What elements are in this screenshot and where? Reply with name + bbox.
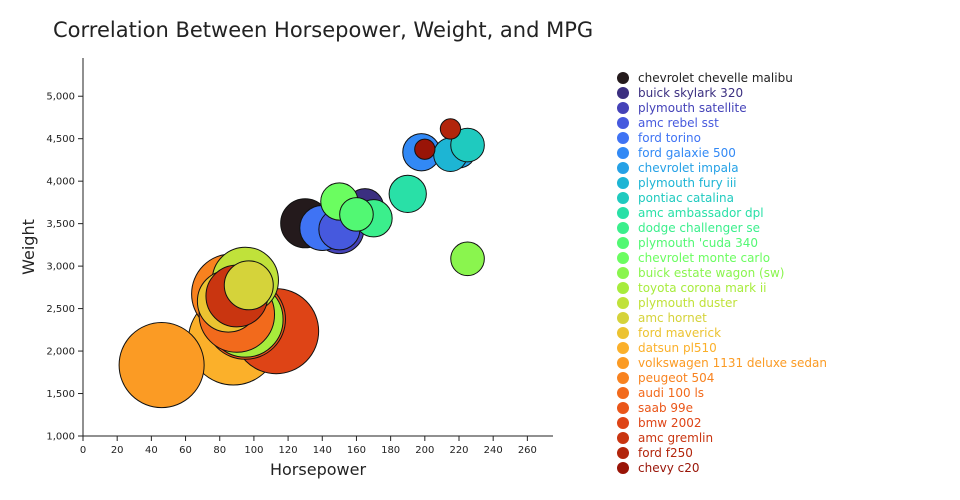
legend-label[interactable]: dodge challenger se: [638, 221, 760, 235]
legend-label[interactable]: chevrolet monte carlo: [638, 251, 770, 265]
chart-title: Correlation Between Horsepower, Weight, …: [53, 18, 593, 42]
legend-label[interactable]: plymouth duster: [638, 296, 737, 310]
legend-marker: [617, 282, 629, 294]
legend-label[interactable]: ford torino: [638, 131, 701, 145]
legend-label[interactable]: plymouth 'cuda 340: [638, 236, 758, 250]
x-tick-label: 240: [484, 445, 503, 456]
y-tick-label: 3,000: [46, 262, 75, 273]
legend-marker: [617, 192, 629, 204]
x-tick-label: 60: [179, 445, 192, 456]
y-tick-label: 3,500: [46, 219, 75, 230]
legend-label[interactable]: ford f250: [638, 446, 693, 460]
legend-marker: [617, 357, 629, 369]
y-tick-label: 1,500: [46, 389, 75, 400]
legend-label[interactable]: audi 100 ls: [638, 386, 704, 400]
x-tick-label: 20: [111, 445, 124, 456]
legend-label[interactable]: ford maverick: [638, 326, 721, 340]
legend-label[interactable]: saab 99e: [638, 401, 693, 415]
x-tick-label: 80: [213, 445, 226, 456]
legend-marker: [617, 342, 629, 354]
legend-marker: [617, 462, 629, 474]
x-tick-label: 120: [279, 445, 298, 456]
legend-marker: [617, 297, 629, 309]
legend-marker: [617, 117, 629, 129]
legend-marker: [617, 72, 629, 84]
x-axis-title: Horsepower: [270, 460, 366, 479]
legend-marker: [617, 237, 629, 249]
legend-marker: [617, 252, 629, 264]
legend-label[interactable]: bmw 2002: [638, 416, 701, 430]
x-tick-label: 100: [244, 445, 263, 456]
legend-label[interactable]: amc ambassador dpl: [638, 206, 764, 220]
y-tick-label: 4,500: [46, 134, 75, 145]
x-tick-label: 200: [415, 445, 434, 456]
legend-label[interactable]: toyota corona mark ii: [638, 281, 767, 295]
legend-label[interactable]: amc gremlin: [638, 431, 713, 445]
legend-label[interactable]: buick skylark 320: [638, 86, 743, 100]
legend-marker: [617, 102, 629, 114]
legend-marker: [617, 207, 629, 219]
legend-label[interactable]: chevrolet chevelle malibu: [638, 71, 793, 85]
legend-marker: [617, 432, 629, 444]
y-tick-label: 4,000: [46, 177, 75, 188]
data-point-ford-f250[interactable]: [439, 118, 462, 140]
legend-label[interactable]: chevy c20: [638, 461, 699, 475]
y-tick-label: 1,000: [46, 432, 75, 443]
legend-marker: [617, 402, 629, 414]
legend-label[interactable]: chevrolet impala: [638, 161, 739, 175]
data-point-buick-estate-wagon-sw-[interactable]: [450, 241, 485, 277]
legend-marker: [617, 447, 629, 459]
legend-marker: [617, 372, 629, 384]
data-point-chevy-c20[interactable]: [414, 138, 436, 160]
legend-marker: [617, 162, 629, 174]
x-tick-label: 160: [347, 445, 366, 456]
x-tick-label: 140: [313, 445, 332, 456]
legend-marker: [617, 312, 629, 324]
legend-label[interactable]: plymouth fury iii: [638, 176, 737, 190]
legend-label[interactable]: plymouth satellite: [638, 101, 747, 115]
y-tick-label: 2,500: [46, 304, 75, 315]
legend-label[interactable]: ford galaxie 500: [638, 146, 736, 160]
y-tick-label: 2,000: [46, 347, 75, 358]
legend-marker: [617, 87, 629, 99]
legend-label[interactable]: datsun pl510: [638, 341, 717, 355]
legend-marker: [617, 387, 629, 399]
data-point-amc-hornet[interactable]: [223, 260, 274, 311]
legend-label[interactable]: buick estate wagon (sw): [638, 266, 785, 280]
y-tick-label: 5,000: [46, 92, 75, 103]
legend-marker: [617, 327, 629, 339]
data-point-amc-ambassador-dpl[interactable]: [388, 174, 427, 214]
axes: [82, 58, 553, 437]
legend-marker: [617, 177, 629, 189]
x-tick-label: 0: [80, 445, 86, 456]
legend-label[interactable]: volkswagen 1131 deluxe sedan: [638, 356, 827, 370]
legend-marker: [617, 222, 629, 234]
legend-label[interactable]: amc rebel sst: [638, 116, 719, 130]
data-point-pontiac-catalina[interactable]: [450, 127, 485, 163]
legend-marker: [617, 132, 629, 144]
x-tick-label: 220: [449, 445, 468, 456]
x-tick-label: 260: [518, 445, 537, 456]
y-ticks: 1,000 1,500 2,000 2,500 3,000 3,500 4,000 4,500…: [46, 92, 83, 443]
data-point-plymouth-cuda-340[interactable]: [339, 197, 374, 232]
legend-marker: [617, 147, 629, 159]
x-tick-label: 40: [145, 445, 158, 456]
bubbles: [118, 118, 485, 409]
legend-marker: [617, 267, 629, 279]
x-ticks: 0 20 40 60 80 100 120 140 160 180 200 220 240 260: [80, 436, 537, 456]
data-point-volkswagen-1131-deluxe-sedan[interactable]: [118, 322, 205, 409]
legend-marker: [617, 417, 629, 429]
x-tick-label: 180: [381, 445, 400, 456]
legend-label[interactable]: amc hornet: [638, 311, 707, 325]
legend-label[interactable]: pontiac catalina: [638, 191, 734, 205]
y-axis-title: Weight: [19, 219, 38, 275]
legend-label[interactable]: peugeot 504: [638, 371, 714, 385]
